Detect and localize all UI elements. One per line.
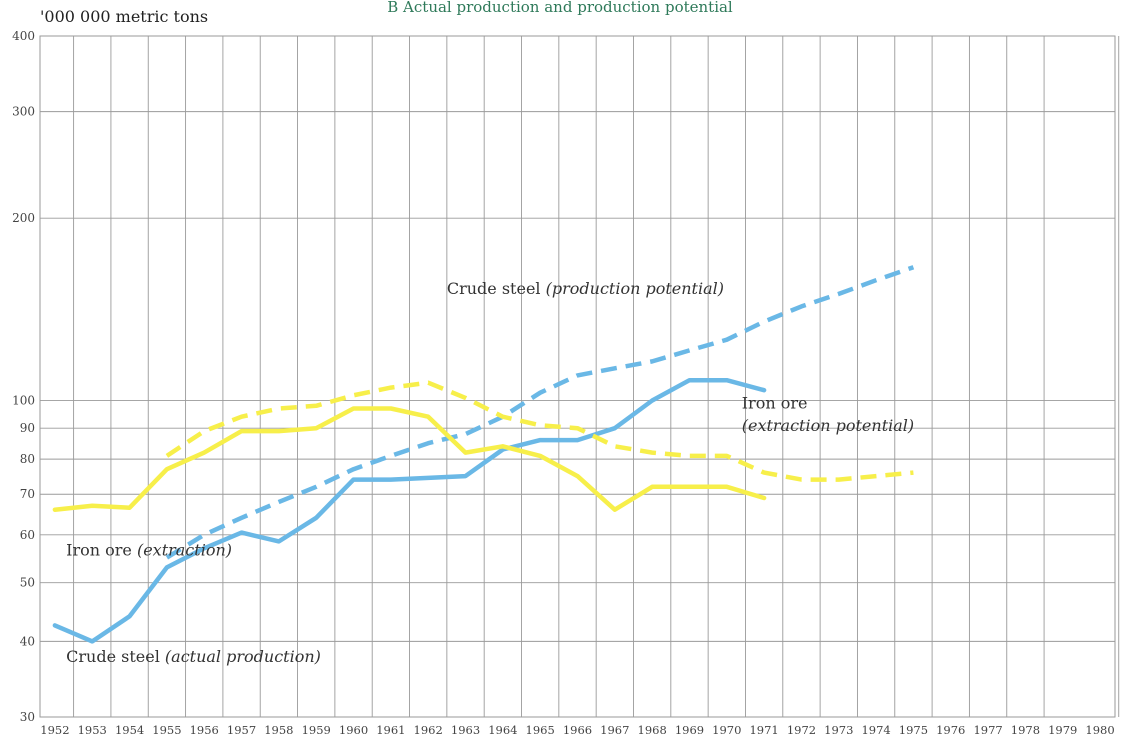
x-tick-label: 1971 bbox=[749, 723, 778, 737]
x-tick-labels: 1952 1953 1954 1955 1956 1957 1958 1959 1960 1961… bbox=[40, 723, 1114, 737]
x-tick-label: 1976 bbox=[936, 723, 965, 737]
annotation-ore-extraction: Iron ore (extraction) bbox=[66, 540, 232, 559]
y-tick-label: 70 bbox=[20, 487, 35, 501]
series-line-4 bbox=[165, 380, 914, 482]
y-tick-label: 60 bbox=[20, 528, 35, 542]
y-tick-label: 300 bbox=[12, 105, 35, 119]
x-tick-label: 1962 bbox=[414, 723, 443, 737]
annotation-layer: Crude steel (production potential) Iron o… bbox=[66, 279, 914, 666]
y-tick-label: 400 bbox=[12, 29, 35, 43]
series-line-3 bbox=[52, 406, 767, 512]
x-tick-label: 1978 bbox=[1011, 723, 1040, 737]
series-line-1 bbox=[52, 377, 767, 644]
grid bbox=[39, 35, 1120, 718]
x-tick-label: 1969 bbox=[675, 723, 704, 737]
annotation-ore-potential-2: (extraction potential) bbox=[742, 416, 914, 435]
series-line-2 bbox=[165, 265, 915, 560]
x-tick-label: 1980 bbox=[1085, 723, 1114, 737]
x-tick-label: 1954 bbox=[115, 723, 144, 737]
x-tick-label: 1961 bbox=[376, 723, 405, 737]
x-tick-label: 1975 bbox=[899, 723, 928, 737]
y-tick-label: 50 bbox=[20, 576, 35, 590]
x-tick-label: 1979 bbox=[1048, 723, 1077, 737]
y-tick-label: 200 bbox=[12, 211, 35, 225]
y-tick-labels: 30 40 50 60 70 80 90 100 200 300 400 bbox=[12, 29, 35, 724]
x-tick-label: 1966 bbox=[563, 723, 592, 737]
x-tick-label: 1974 bbox=[861, 723, 890, 737]
annotation-ore-potential-1: Iron ore bbox=[742, 393, 808, 412]
x-tick-label: 1977 bbox=[973, 723, 1002, 737]
x-tick-label: 1964 bbox=[488, 723, 517, 737]
y-tick-label: 40 bbox=[20, 634, 35, 648]
x-tick-label: 1965 bbox=[526, 723, 555, 737]
annotation-steel-potential: Crude steel (production potential) bbox=[447, 279, 724, 298]
x-tick-label: 1973 bbox=[824, 723, 853, 737]
x-tick-label: 1960 bbox=[339, 723, 368, 737]
x-tick-label: 1953 bbox=[78, 723, 107, 737]
x-tick-label: 1955 bbox=[152, 723, 181, 737]
y-tick-label: 100 bbox=[12, 393, 35, 407]
x-tick-label: 1956 bbox=[190, 723, 219, 737]
x-tick-label: 1958 bbox=[264, 723, 293, 737]
x-tick-label: 1967 bbox=[600, 723, 629, 737]
x-tick-label: 1963 bbox=[451, 723, 480, 737]
chart-title: B Actual production and production poten… bbox=[387, 0, 733, 16]
x-tick-label: 1970 bbox=[712, 723, 741, 737]
y-axis-unit-label: '000 000 metric tons bbox=[40, 7, 208, 26]
annotation-steel-actual: Crude steel (actual production) bbox=[66, 647, 321, 666]
y-tick-label: 90 bbox=[20, 421, 35, 435]
x-tick-label: 1959 bbox=[302, 723, 331, 737]
series-layer bbox=[52, 265, 915, 644]
y-tick-label: 80 bbox=[20, 452, 35, 466]
x-tick-label: 1952 bbox=[40, 723, 69, 737]
x-tick-label: 1957 bbox=[227, 723, 256, 737]
x-tick-label: 1968 bbox=[638, 723, 667, 737]
x-tick-label: 1972 bbox=[787, 723, 816, 737]
y-tick-label: 30 bbox=[20, 710, 35, 724]
